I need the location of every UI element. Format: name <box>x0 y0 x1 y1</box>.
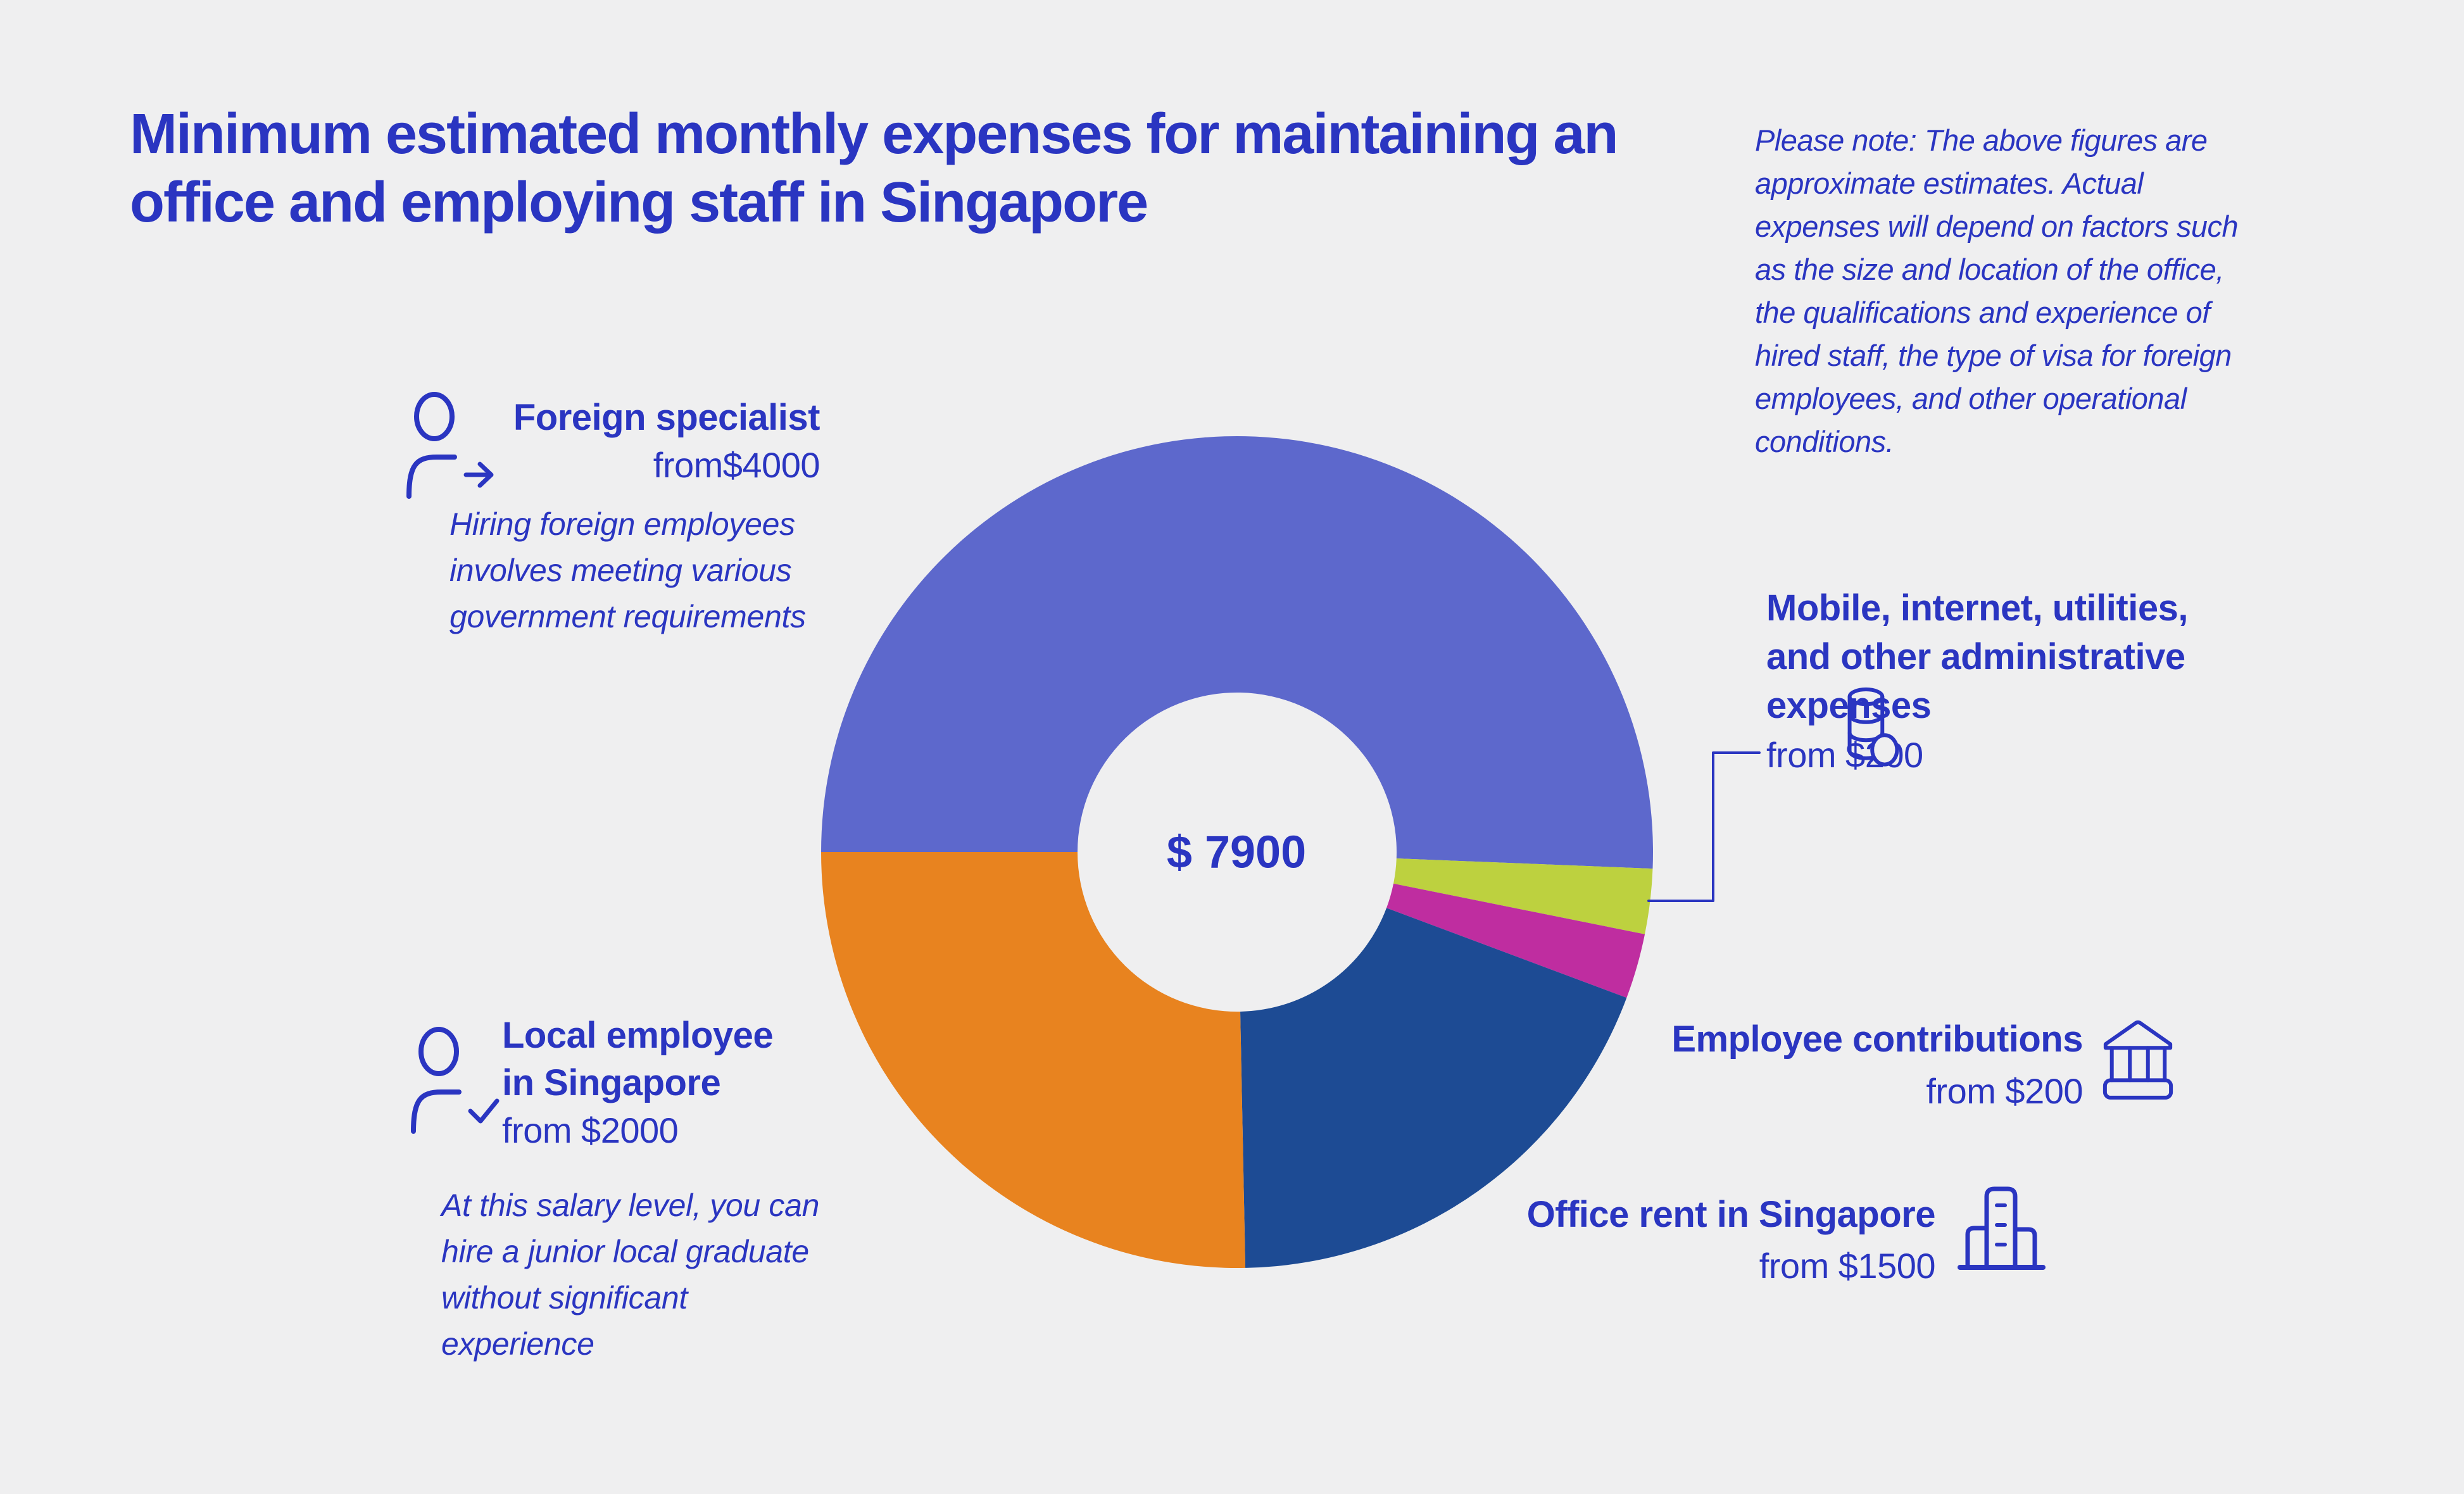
person-arrow-icon <box>404 387 496 500</box>
text-line: without significant <box>441 1280 688 1315</box>
text-line: hired staff, the type of visa for foreig… <box>1755 339 2232 372</box>
text-line: Mobile, internet, utilities, <box>1766 587 2188 629</box>
text-line: conditions. <box>1755 425 1894 458</box>
bank-icon <box>2101 1010 2175 1104</box>
connector-polyline <box>1647 751 1761 902</box>
text-line: involves meeting various <box>449 553 792 588</box>
text-line: experience <box>441 1326 594 1362</box>
callout-local-employee: Local employee in Singapore from $2000 <box>502 1012 945 1154</box>
donut-center-total: $ 7900 <box>1166 827 1307 878</box>
text-line: in Singapore <box>502 1062 721 1103</box>
text-line: Hiring foreign employees <box>449 506 795 542</box>
text-line: Please note: The above figures are <box>1755 123 2208 157</box>
text-line: as the size and location of the office, <box>1755 253 2224 286</box>
callout-connector-line <box>1647 751 1761 902</box>
text-line: Local employee <box>502 1015 774 1056</box>
callout-office-rent: Office rent in Singapore from $1500 <box>1393 1188 1936 1290</box>
disclaimer-note: Please note: The above figures are approx… <box>1755 119 2363 463</box>
callout-employee-contributions: Employee contributions from $200 <box>1519 1012 2083 1115</box>
callout-value: from $200 <box>1766 735 1923 775</box>
text-line: Minimum estimated monthly expenses for m… <box>130 103 1618 166</box>
text-line: approximate estimates. Actual <box>1755 166 2144 200</box>
callout-value: from$4000 <box>653 445 820 485</box>
donut-chart <box>821 436 1653 1268</box>
callout-title: Office rent in Singapore <box>1526 1194 1936 1235</box>
text-line: hire a junior local graduate <box>441 1234 809 1269</box>
text-line: expenses will depend on factors such <box>1755 210 2239 243</box>
donut-segment-3 <box>1386 883 1645 998</box>
person-check-icon <box>408 1022 500 1135</box>
callout-title: Foreign specialist <box>513 397 820 438</box>
callout-title: Employee contributions <box>1671 1019 2083 1060</box>
text-line: expenses <box>1766 685 1932 726</box>
text-line: the qualifications and experience of <box>1755 296 2210 329</box>
callout-local-description: At this salary level, you can hire a juni… <box>441 1183 897 1367</box>
text-line: government requirements <box>449 599 806 634</box>
building-icon <box>1954 1184 2049 1274</box>
callout-foreign-description: Hiring foreign employees involves meeting… <box>449 501 893 640</box>
page-title: Minimum estimated monthly expenses for m… <box>130 100 1738 237</box>
donut-segment-4 <box>1240 908 1627 1268</box>
callout-value: from $1500 <box>1759 1246 1936 1286</box>
text-line: office and employing staff in Singapore <box>130 171 1148 234</box>
callout-foreign-specialist: Foreign specialist from$4000 <box>393 394 820 489</box>
donut-segment-2 <box>1393 858 1653 934</box>
callout-value: from $200 <box>1926 1071 2083 1111</box>
donut-segment-1 <box>821 436 1653 869</box>
callout-title-lines: Local employee in Singapore <box>502 1012 945 1107</box>
text-line: employees, and other operational <box>1755 382 2187 415</box>
callout-mobile-utilities: Mobile, internet, utilities, and other ad… <box>1766 584 2260 730</box>
text-line: At this salary level, you can <box>441 1188 820 1223</box>
callout-value: from $2000 <box>502 1110 679 1150</box>
coins-icon <box>1847 687 1899 770</box>
donut-segment-5 <box>821 852 1246 1268</box>
text-line: and other administrative <box>1766 636 2185 677</box>
